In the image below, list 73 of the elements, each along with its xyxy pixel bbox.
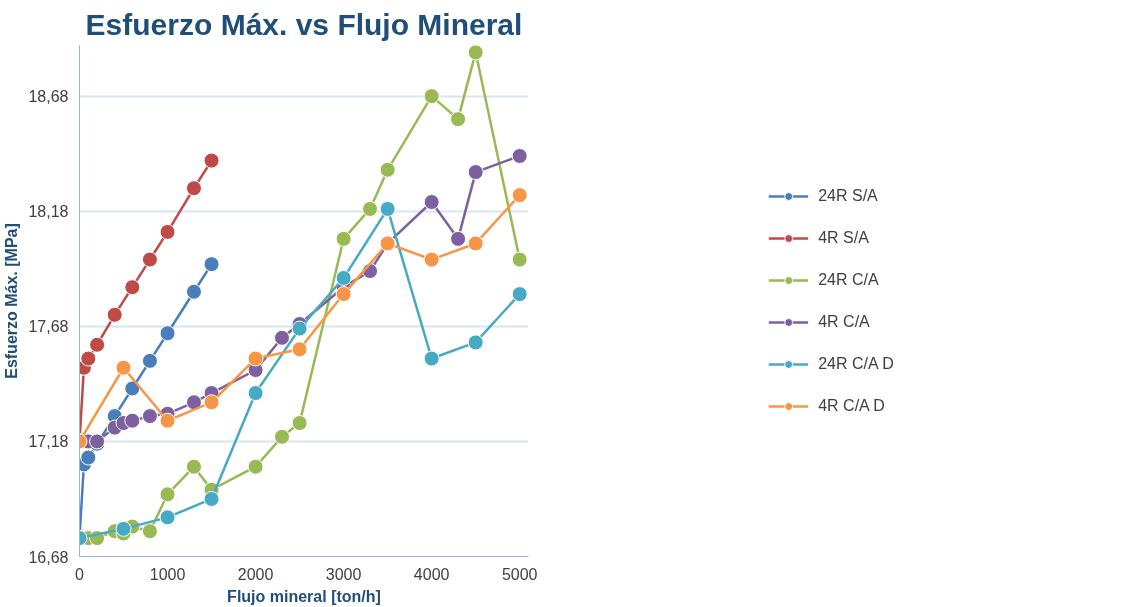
point bbox=[185, 283, 202, 300]
point bbox=[423, 251, 440, 268]
point bbox=[141, 523, 158, 540]
point bbox=[115, 520, 132, 537]
point bbox=[247, 385, 264, 402]
point bbox=[335, 270, 352, 286]
point bbox=[379, 200, 396, 217]
y-tick-label: 18,68 bbox=[28, 88, 69, 106]
point bbox=[80, 350, 97, 367]
point bbox=[106, 306, 123, 323]
point bbox=[511, 187, 528, 204]
point bbox=[141, 251, 158, 268]
legend-label: 4R C/A D bbox=[818, 396, 885, 415]
point bbox=[467, 164, 484, 181]
point bbox=[159, 412, 176, 429]
x-tick-label: 4000 bbox=[413, 565, 450, 583]
point bbox=[423, 88, 440, 105]
x-tick-label: 3000 bbox=[325, 565, 362, 583]
point bbox=[379, 161, 396, 178]
point bbox=[203, 152, 220, 169]
point bbox=[467, 235, 484, 252]
point bbox=[362, 200, 379, 217]
point bbox=[291, 320, 308, 337]
point bbox=[203, 256, 220, 273]
point bbox=[335, 230, 352, 247]
point bbox=[159, 223, 176, 240]
point bbox=[185, 458, 202, 475]
point bbox=[291, 415, 308, 431]
point bbox=[124, 279, 141, 296]
x-tick-label: 0 bbox=[75, 565, 85, 583]
point bbox=[467, 45, 484, 61]
point bbox=[511, 148, 528, 164]
y-tick-label: 17,18 bbox=[28, 433, 69, 451]
point bbox=[511, 251, 528, 268]
point bbox=[159, 509, 176, 526]
point bbox=[450, 111, 467, 128]
point bbox=[450, 230, 467, 247]
point bbox=[80, 449, 97, 466]
point bbox=[141, 408, 158, 425]
point bbox=[185, 394, 202, 411]
point bbox=[203, 490, 220, 507]
legend-label: 24R C/A bbox=[818, 270, 879, 289]
point bbox=[273, 428, 290, 445]
x-tick-label: 1000 bbox=[149, 565, 186, 583]
point bbox=[423, 194, 440, 211]
point bbox=[89, 336, 106, 353]
point bbox=[203, 394, 220, 411]
point bbox=[423, 350, 440, 367]
point bbox=[185, 180, 202, 197]
legend-label: 24R C/A D bbox=[818, 354, 894, 373]
y-tick-label: 17,68 bbox=[28, 318, 69, 336]
legend-label: 4R C/A bbox=[818, 312, 870, 331]
point bbox=[159, 486, 176, 503]
point bbox=[124, 412, 141, 429]
y-axis-title: Esfuerzo Máx. [MPa] bbox=[3, 223, 21, 379]
legend-label: 4R S/A bbox=[818, 228, 869, 247]
chart-title: Esfuerzo Máx. vs Flujo Mineral bbox=[85, 7, 523, 41]
y-tick-label: 18,18 bbox=[28, 203, 69, 221]
point bbox=[467, 334, 484, 351]
point bbox=[511, 286, 528, 303]
point bbox=[115, 359, 132, 376]
point bbox=[335, 286, 352, 303]
y-tick-label: 16,68 bbox=[28, 548, 69, 566]
point bbox=[291, 341, 308, 358]
x-tick-label: 5000 bbox=[501, 565, 538, 583]
point bbox=[273, 329, 290, 346]
point bbox=[247, 458, 264, 475]
legend-label: 24R S/A bbox=[818, 186, 878, 205]
x-axis-title: Flujo mineral [ton/h] bbox=[227, 587, 381, 605]
point bbox=[159, 325, 176, 342]
point bbox=[141, 352, 158, 369]
x-tick-label: 2000 bbox=[237, 565, 274, 583]
point bbox=[247, 350, 264, 367]
